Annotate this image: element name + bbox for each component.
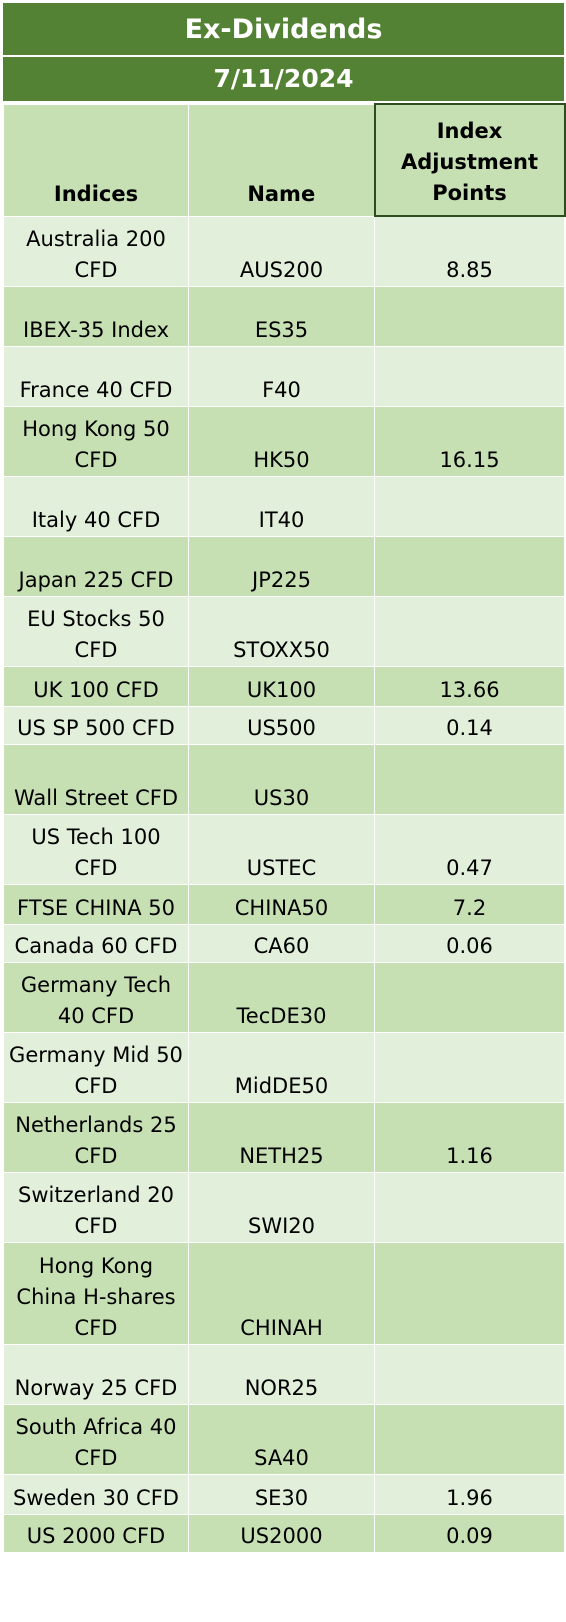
cell-adjustment-points	[374, 743, 565, 815]
cell-index: South Africa 40 CFD	[3, 1403, 189, 1475]
cell-name: MidDE50	[188, 1031, 375, 1103]
table-row: Hong Kong 50 CFD HK50 16.15	[3, 405, 565, 477]
cell-name: CHINAH	[188, 1241, 375, 1345]
header-row: Indices Name Index Adjustment Points	[3, 103, 566, 217]
cell-adjustment-points	[374, 1171, 565, 1243]
cell-index: Hong Kong China H-shares CFD	[3, 1241, 189, 1345]
cell-index: UK 100 CFD	[3, 665, 189, 707]
cell-name: NOR25	[188, 1343, 375, 1405]
cell-name: AUS200	[188, 215, 375, 287]
cell-index: Germany Mid 50 CFD	[3, 1031, 189, 1103]
cell-name: TecDE30	[188, 961, 375, 1033]
table-row: Italy 40 CFD IT40	[3, 475, 565, 537]
table-row: Hong Kong China H-shares CFD CHINAH	[3, 1241, 565, 1345]
cell-name: USTEC	[188, 813, 375, 885]
table-row: Germany Tech 40 CFD TecDE30	[3, 961, 565, 1033]
cell-name: SE30	[188, 1473, 375, 1515]
column-header-indices: Indices	[3, 103, 189, 217]
table-row: US 2000 CFD US2000 0.09	[3, 1513, 565, 1553]
table-row: Wall Street CFD US30	[3, 743, 565, 815]
cell-name: F40	[188, 345, 375, 407]
table-row: IBEX-35 Index ES35	[3, 285, 565, 347]
cell-index: Hong Kong 50 CFD	[3, 405, 189, 477]
cell-index: IBEX-35 Index	[3, 285, 189, 347]
cell-index: Wall Street CFD	[3, 743, 189, 815]
cell-name: SA40	[188, 1403, 375, 1475]
cell-name: ES35	[188, 285, 375, 347]
table-row: South Africa 40 CFD SA40	[3, 1403, 565, 1475]
ex-dividends-table: Indices Name Index Adjustment Points Aus…	[3, 103, 566, 1553]
cell-adjustment-points	[374, 475, 565, 537]
cell-adjustment-points	[374, 1241, 565, 1345]
cell-name: NETH25	[188, 1101, 375, 1173]
table-row: Switzerland 20 CFD SWI20	[3, 1171, 565, 1243]
cell-adjustment-points	[374, 961, 565, 1033]
ex-dividends-sheet: Ex-Dividends 7/11/2024 Indices Name Inde…	[3, 3, 566, 1553]
table-row: US Tech 100 CFD USTEC 0.47	[3, 813, 565, 885]
cell-name: JP225	[188, 535, 375, 597]
cell-index: Switzerland 20 CFD	[3, 1171, 189, 1243]
cell-index: Australia 200 CFD	[3, 215, 189, 287]
cell-index: France 40 CFD	[3, 345, 189, 407]
cell-index: Norway 25 CFD	[3, 1343, 189, 1405]
cell-adjustment-points	[374, 595, 565, 667]
table-row: Norway 25 CFD NOR25	[3, 1343, 565, 1405]
cell-name: US30	[188, 743, 375, 815]
table-row: Australia 200 CFD AUS200 8.85	[3, 215, 565, 287]
cell-adjustment-points: 13.66	[374, 665, 565, 707]
table-row: France 40 CFD F40	[3, 345, 565, 407]
cell-index: US SP 500 CFD	[3, 705, 189, 745]
cell-index: US Tech 100 CFD	[3, 813, 189, 885]
cell-adjustment-points: 0.14	[374, 705, 565, 745]
cell-name: HK50	[188, 405, 375, 477]
table-body: Australia 200 CFD AUS200 8.85 IBEX-35 Index…	[3, 215, 565, 1553]
cell-name: CHINA50	[188, 883, 375, 925]
cell-name: IT40	[188, 475, 375, 537]
table-row: Canada 60 CFD CA60 0.06	[3, 923, 565, 963]
cell-name: US2000	[188, 1513, 375, 1553]
sheet-title: Ex-Dividends	[3, 3, 564, 57]
table-row: Netherlands 25 CFD NETH25 1.16	[3, 1101, 565, 1173]
table-row: Germany Mid 50 CFD MidDE50	[3, 1031, 565, 1103]
cell-index: Italy 40 CFD	[3, 475, 189, 537]
cell-name: CA60	[188, 923, 375, 963]
cell-adjustment-points	[374, 285, 565, 347]
cell-index: US 2000 CFD	[3, 1513, 189, 1553]
cell-adjustment-points: 0.09	[374, 1513, 565, 1553]
cell-adjustment-points: 8.85	[374, 215, 565, 287]
cell-name: STOXX50	[188, 595, 375, 667]
cell-index: EU Stocks 50 CFD	[3, 595, 189, 667]
cell-name: UK100	[188, 665, 375, 707]
cell-index: FTSE CHINA 50	[3, 883, 189, 925]
cell-adjustment-points: 7.2	[374, 883, 565, 925]
cell-adjustment-points	[374, 535, 565, 597]
cell-adjustment-points	[374, 1343, 565, 1405]
table-row: Japan 225 CFD JP225	[3, 535, 565, 597]
cell-index: Netherlands 25 CFD	[3, 1101, 189, 1173]
table-row: Sweden 30 CFD SE30 1.96	[3, 1473, 565, 1515]
table-row: UK 100 CFD UK100 13.66	[3, 665, 565, 707]
column-header-name: Name	[188, 103, 375, 217]
cell-adjustment-points: 0.47	[374, 813, 565, 885]
cell-adjustment-points: 1.16	[374, 1101, 565, 1173]
table-row: US SP 500 CFD US500 0.14	[3, 705, 565, 745]
cell-adjustment-points: 16.15	[374, 405, 565, 477]
sheet-date: 7/11/2024	[3, 57, 564, 103]
cell-adjustment-points	[374, 1031, 565, 1103]
cell-index: Canada 60 CFD	[3, 923, 189, 963]
cell-name: US500	[188, 705, 375, 745]
cell-adjustment-points: 0.06	[374, 923, 565, 963]
cell-adjustment-points	[374, 345, 565, 407]
cell-adjustment-points	[374, 1403, 565, 1475]
cell-index: Germany Tech 40 CFD	[3, 961, 189, 1033]
column-header-adjustment-points: Index Adjustment Points	[373, 103, 566, 217]
cell-index: Sweden 30 CFD	[3, 1473, 189, 1515]
table-row: FTSE CHINA 50 CHINA50 7.2	[3, 883, 565, 925]
table-row: EU Stocks 50 CFD STOXX50	[3, 595, 565, 667]
cell-name: SWI20	[188, 1171, 375, 1243]
cell-index: Japan 225 CFD	[3, 535, 189, 597]
cell-adjustment-points: 1.96	[374, 1473, 565, 1515]
